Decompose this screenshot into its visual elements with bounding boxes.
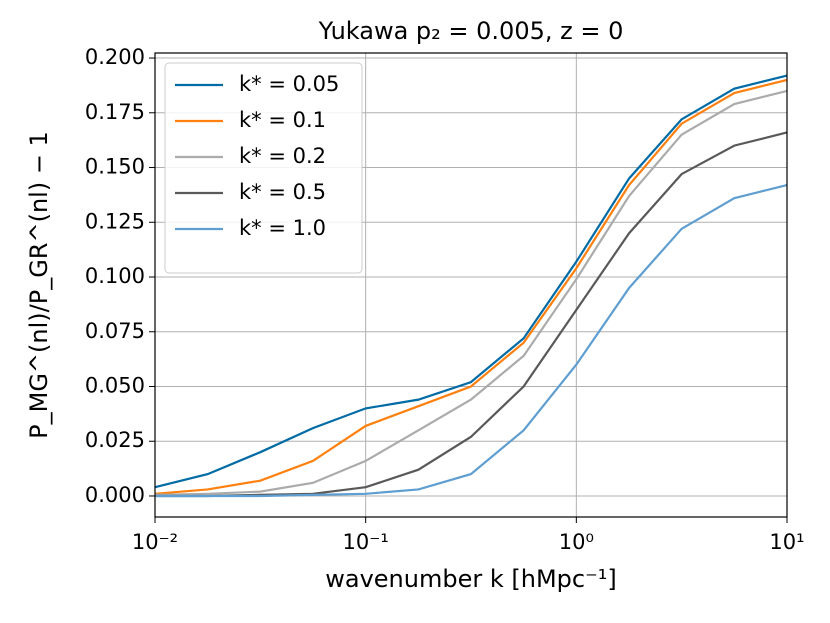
y-tick-label: 0.075	[85, 319, 145, 343]
legend-label: k* = 1.0	[239, 216, 326, 240]
y-tick-label: 0.025	[85, 428, 145, 452]
legend-label: k* = 0.5	[239, 180, 326, 204]
legend-box	[164, 62, 363, 274]
y-tick-label: 0.150	[85, 155, 145, 179]
series-line	[154, 78, 788, 495]
y-tick-label: 0.200	[85, 45, 145, 69]
legend-label: k* = 0.1	[239, 108, 326, 132]
legend-label: k* = 0.05	[239, 72, 339, 96]
x-axis-label: wavenumber k [hMpc⁻¹]	[325, 565, 617, 593]
x-tick-label: 10⁰	[559, 530, 594, 554]
chart-title: Yukawa p₂ = 0.005, z = 0	[318, 17, 624, 45]
y-tick-label: 0.175	[85, 100, 145, 124]
series-line	[155, 183, 788, 498]
series-line	[154, 74, 788, 489]
x-tick-label: 10¹	[769, 530, 804, 554]
y-tick-label: 0.050	[85, 373, 145, 397]
x-tick-label: 10⁻¹	[343, 530, 389, 554]
x-tick-label: 10⁻²	[132, 530, 178, 554]
legend-label: k* = 0.2	[239, 144, 326, 168]
y-tick-label: 0.100	[85, 264, 145, 288]
plot-frame	[154, 52, 788, 518]
y-tick-label: 0.125	[85, 209, 145, 233]
y-axis-label: P_MG^(nl)/P_GR^(nl) − 1	[25, 131, 53, 439]
series-line	[154, 89, 788, 496]
y-tick-label: 0.000	[85, 483, 145, 507]
